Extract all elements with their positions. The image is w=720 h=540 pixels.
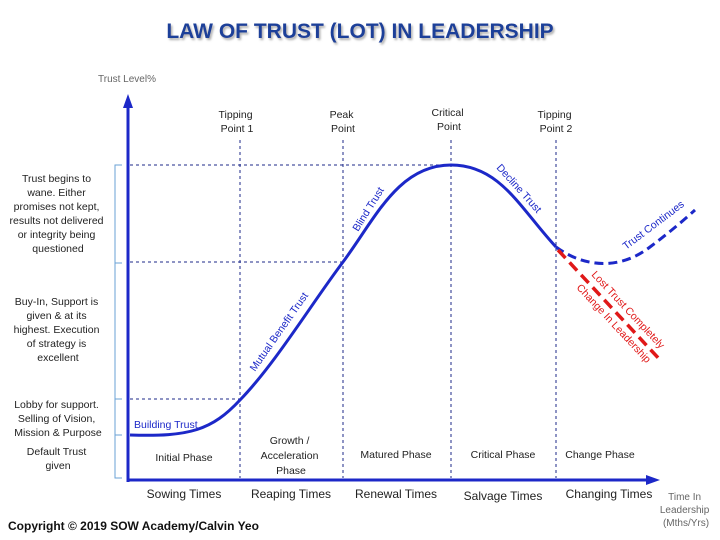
label-building-trust: Building Trust — [134, 419, 198, 431]
trust-continues-curve — [555, 208, 697, 265]
left-brackets — [114, 164, 122, 479]
time-renewal: Renewal Times — [355, 487, 437, 501]
phase-initial: Initial Phase — [155, 452, 212, 464]
axes — [123, 94, 660, 485]
lost-trust-line — [556, 248, 664, 364]
label-tipping-point-1: Tipping Point 1 — [219, 109, 256, 135]
label-critical-point: Critical Point — [431, 107, 466, 133]
time-sowing: Sowing Times — [147, 487, 222, 501]
phase-matured: Matured Phase — [360, 449, 431, 461]
y-axis-label: Trust Level% — [98, 74, 156, 85]
time-changing: Changing Times — [566, 487, 653, 501]
bracket-wane — [114, 164, 122, 264]
x-axis-arrowhead — [646, 475, 660, 485]
bracket-buyin — [114, 262, 122, 400]
phase-change: Change Phase — [565, 449, 635, 461]
label-mutual-benefit-trust: Mutual Benefit Trust — [248, 290, 311, 373]
diagram-title: LAW OF TRUST (LOT) IN LEADERSHIP — [166, 20, 553, 43]
x-axis-label: Time In Leadership (Mths/Yrs) — [660, 492, 712, 529]
phase-critical: Critical Phase — [471, 449, 536, 461]
y-axis-arrowhead — [123, 94, 133, 108]
time-salvage: Salvage Times — [464, 489, 543, 503]
bracket-default — [114, 434, 122, 479]
bracket-lobby — [114, 398, 122, 436]
guide-lines — [130, 140, 557, 478]
label-tipping-point-2: Tipping Point 2 — [538, 109, 575, 135]
note-lobby: Lobby for support. Selling of Vision, Mi… — [14, 399, 102, 439]
copyright-text: Copyright © 2019 SOW Academy/Calvin Yeo — [8, 519, 259, 533]
trust-curve — [129, 163, 558, 437]
phase-growth: Growth / Acceleration Phase — [261, 435, 322, 477]
label-decline-trust: Decline Trust — [494, 162, 544, 216]
time-reaping: Reaping Times — [251, 487, 331, 501]
note-default: Default Trust given — [27, 446, 89, 472]
label-peak-point: Peak Point — [330, 109, 357, 135]
note-wane: Trust begins to wane. Either promises no… — [10, 173, 107, 255]
note-buyin: Buy-In, Support is given & at its highes… — [14, 296, 103, 364]
